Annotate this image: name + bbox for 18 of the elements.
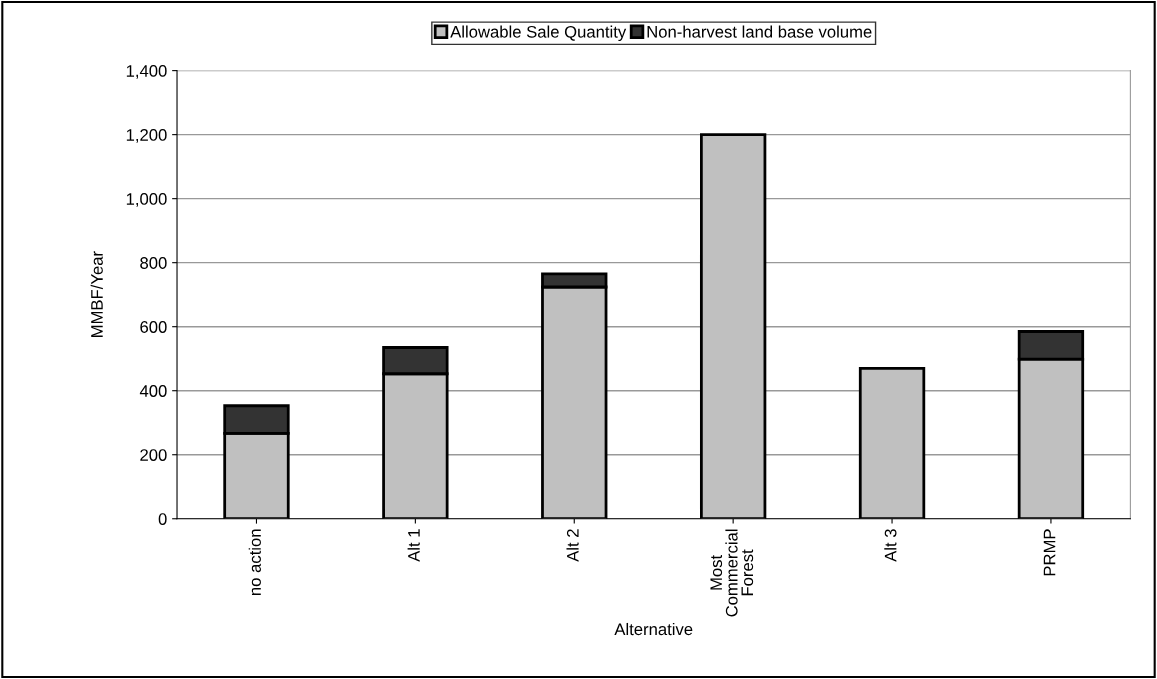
x-axis-title: Alternative [614, 622, 693, 636]
x-tick-label: Most Commercial Forest [710, 529, 754, 617]
x-tick-label: Alt 2 [566, 529, 579, 562]
y-tick-label: 1,200 [126, 129, 167, 143]
y-tick-label: 1,400 [126, 65, 167, 79]
legend-label: Non-harvest land base volume [647, 25, 872, 38]
x-tick-label: Alt 3 [884, 529, 897, 562]
y-tick-label: 400 [139, 385, 167, 397]
y-tick-label: 0 [158, 513, 167, 525]
y-tick-label: 1,000 [126, 193, 167, 207]
x-tick-label: PRMP [1043, 529, 1056, 576]
y-tick-label: 600 [140, 321, 167, 333]
y-tick-label: 800 [140, 257, 167, 269]
x-tick-label: no action [248, 529, 261, 596]
y-tick-label: 200 [140, 449, 167, 461]
x-tick-label: Alt 1 [407, 529, 420, 562]
y-axis-title: MMBF/Year [90, 251, 103, 338]
legend-label: Allowable Sale Quantity [450, 25, 627, 42]
